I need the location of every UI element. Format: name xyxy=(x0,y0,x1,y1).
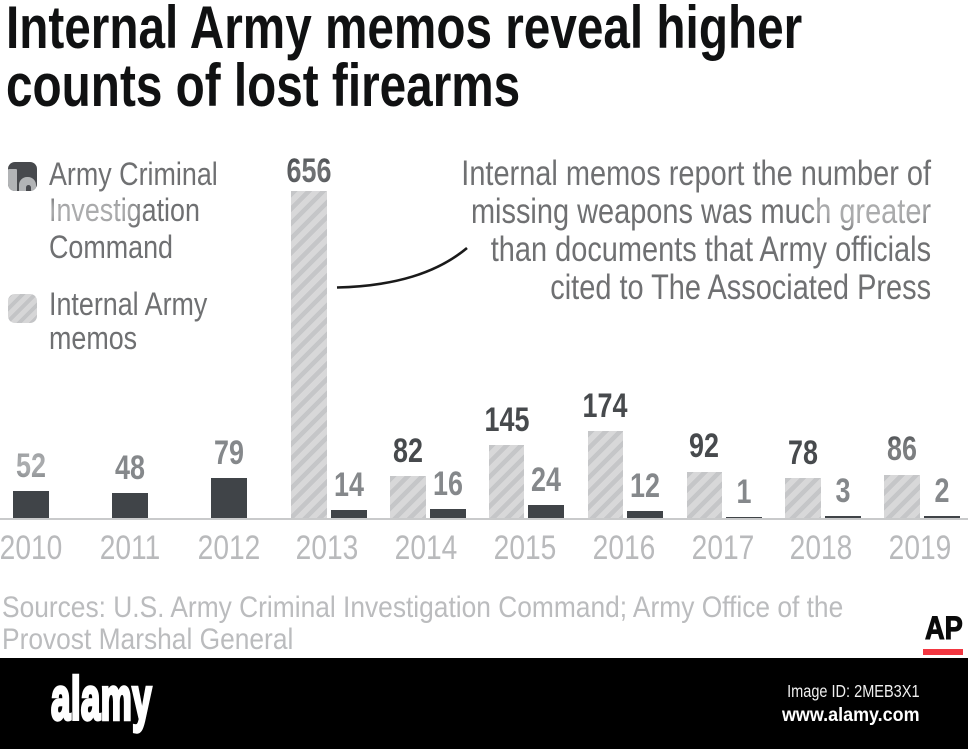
svg-text:alamy: alamy xyxy=(51,667,152,733)
